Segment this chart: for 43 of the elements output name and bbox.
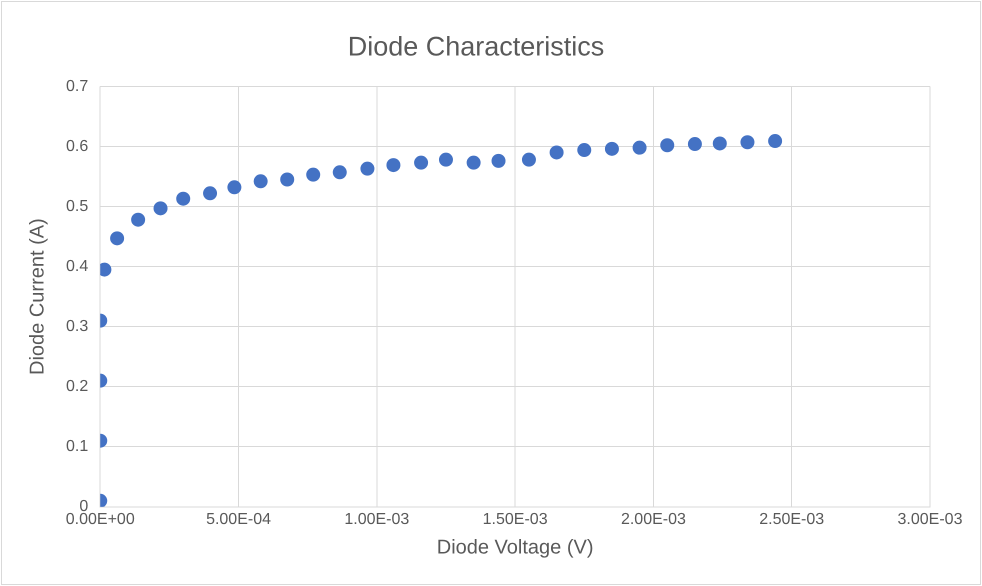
x-tick-label: 2.00E-03 bbox=[620, 510, 686, 528]
point bbox=[386, 158, 400, 172]
point bbox=[712, 136, 727, 150]
x-tick-label: 5.00E-04 bbox=[206, 510, 272, 528]
x-axis-title: Diode Voltage (V) bbox=[436, 536, 594, 559]
y-tick-label: 0.5 bbox=[66, 198, 88, 215]
x-tick-label: 2.50E-03 bbox=[759, 510, 824, 528]
point bbox=[660, 138, 674, 152]
y-tick-label: 0.3 bbox=[66, 318, 88, 336]
point bbox=[306, 168, 320, 182]
y-tick-label: 0.6 bbox=[66, 138, 88, 155]
point bbox=[414, 156, 428, 170]
y-tick-label: 0.4 bbox=[66, 258, 88, 275]
point bbox=[768, 134, 782, 148]
point bbox=[466, 156, 481, 170]
point bbox=[522, 152, 536, 167]
point bbox=[492, 154, 506, 168]
point bbox=[632, 140, 647, 155]
point bbox=[438, 152, 453, 167]
point bbox=[227, 180, 242, 194]
point bbox=[577, 143, 592, 158]
x-tick-label: 1.50E-03 bbox=[482, 510, 548, 528]
x-tick-label: 1.00E-03 bbox=[344, 510, 410, 528]
y-tick-label: 0.7 bbox=[66, 78, 88, 95]
point bbox=[254, 174, 268, 188]
x-tick-label: 3.00E-03 bbox=[898, 510, 963, 528]
point bbox=[740, 135, 754, 150]
point bbox=[176, 192, 190, 206]
y-tick-label: 0.1 bbox=[66, 438, 88, 456]
point bbox=[550, 145, 564, 160]
point bbox=[688, 137, 702, 152]
point bbox=[280, 172, 294, 186]
y-tick-label: 0.2 bbox=[66, 378, 88, 396]
point bbox=[154, 201, 168, 216]
point bbox=[604, 142, 619, 156]
chart-title: Diode Characteristics bbox=[348, 32, 604, 62]
point bbox=[332, 165, 347, 180]
point bbox=[360, 162, 374, 176]
x-tick-label: 0.00E+00 bbox=[66, 510, 135, 528]
point bbox=[131, 212, 146, 227]
y-axis-title: Diode Current (A) bbox=[26, 218, 49, 375]
point bbox=[110, 231, 124, 246]
point bbox=[203, 186, 218, 200]
